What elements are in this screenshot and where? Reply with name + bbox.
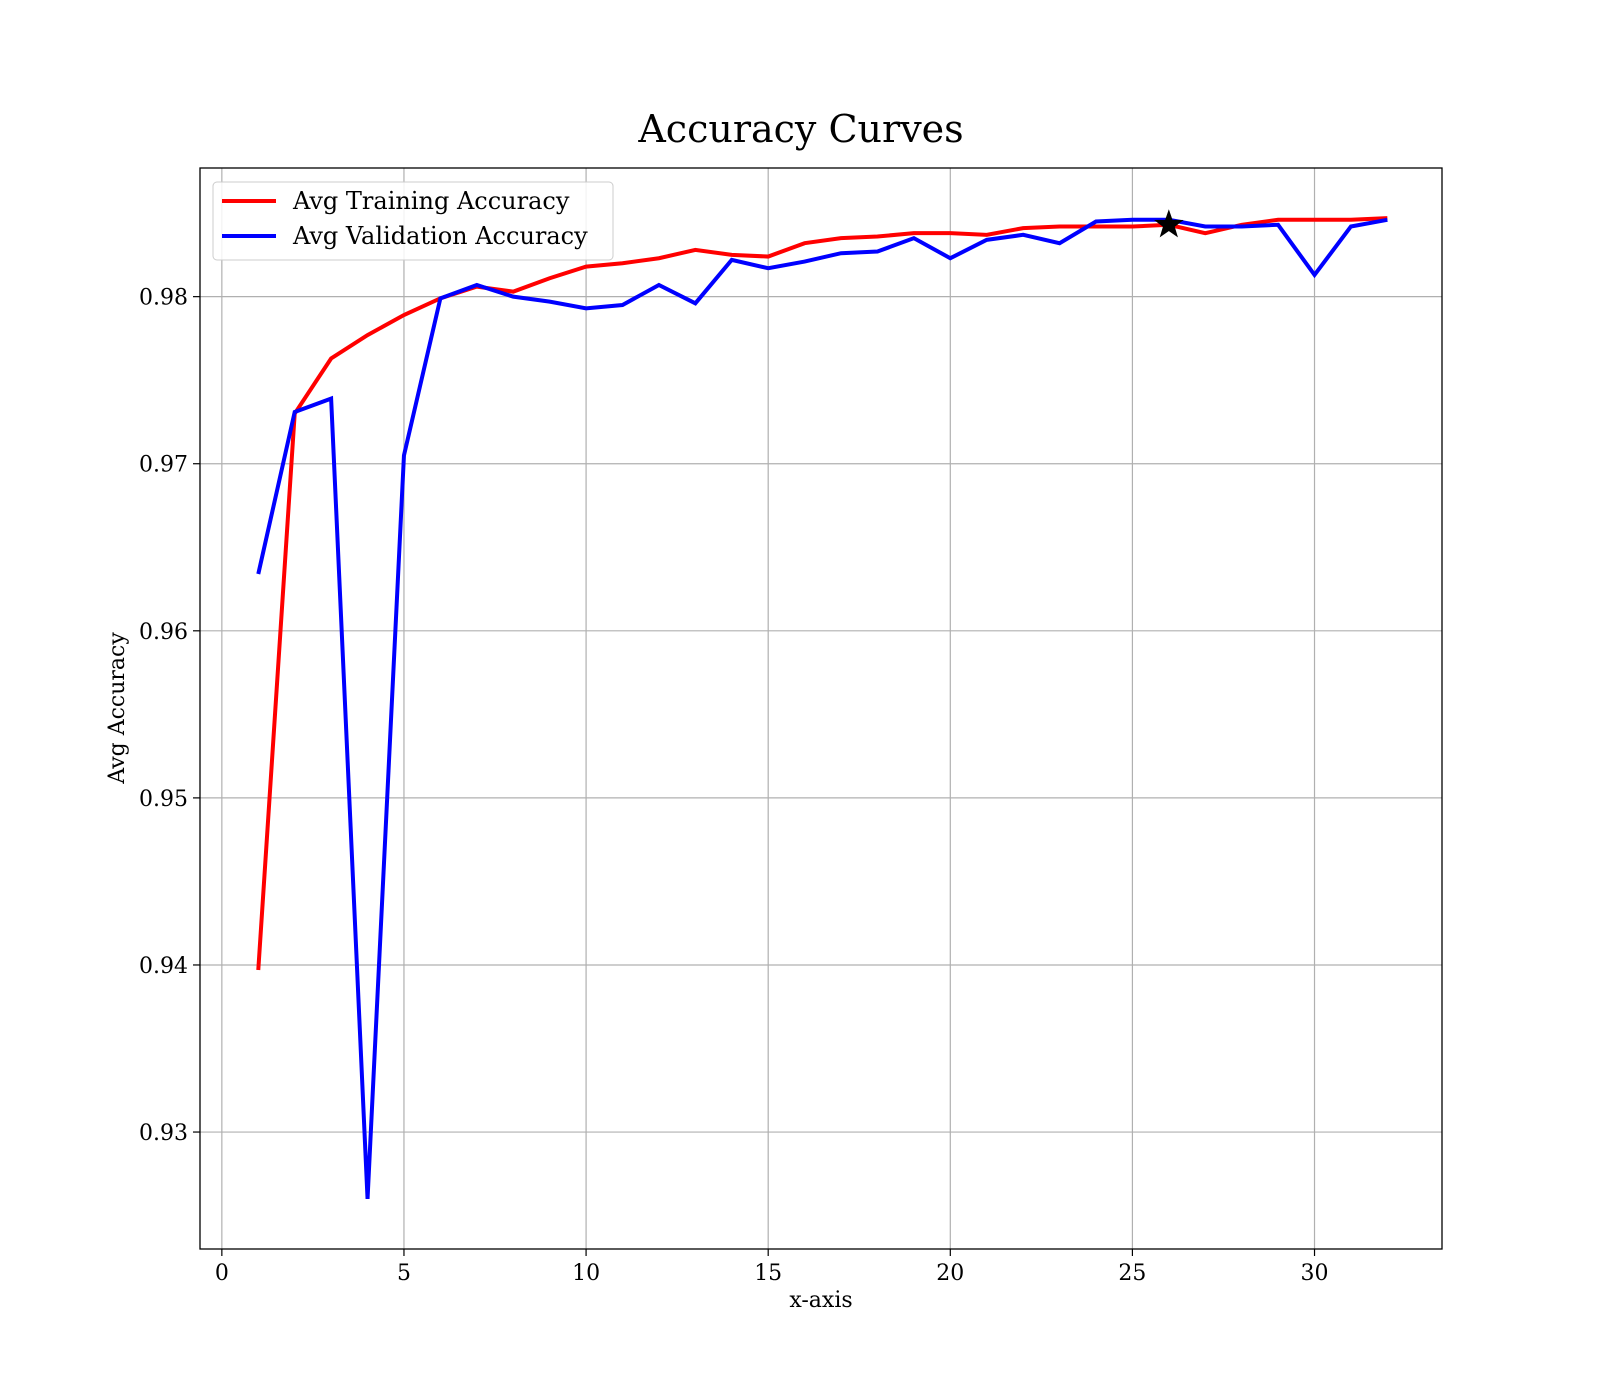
chart-title: Accuracy Curves xyxy=(637,107,963,151)
grid xyxy=(200,168,1442,1249)
legend-label-training: Avg Training Accuracy xyxy=(292,187,570,215)
y-tick-label: 0.94 xyxy=(139,954,188,979)
x-tick-label: 15 xyxy=(754,1261,782,1286)
plot-frame xyxy=(199,167,1443,1250)
x-tick-label: 5 xyxy=(397,1261,411,1286)
y-tick-label: 0.96 xyxy=(139,620,188,645)
y-tick-label: 0.95 xyxy=(139,787,188,812)
series-lines xyxy=(256,216,1388,1199)
x-tick-label: 0 xyxy=(215,1261,229,1286)
legend: Avg Training Accuracy Avg Validation Acc… xyxy=(212,181,614,261)
y-tick-label: 0.97 xyxy=(139,453,188,478)
x-tick-label: 30 xyxy=(1301,1261,1329,1286)
x-tick-label: 25 xyxy=(1118,1261,1146,1286)
legend-label-validation: Avg Validation Accuracy xyxy=(292,222,588,250)
axis-ticks: 0 5 10 15 20 25 30 0.93 0.94 0.95 0.96 0.97 0.98 xyxy=(139,286,1329,1286)
best-epoch-star-icon xyxy=(1154,209,1184,238)
annotations xyxy=(1154,209,1184,238)
y-tick-label: 0.93 xyxy=(139,1121,188,1146)
validation-accuracy-line xyxy=(256,217,1388,1199)
y-axis-label: Avg Accuracy xyxy=(105,632,130,785)
x-tick-label: 10 xyxy=(572,1261,600,1286)
y-tick-label: 0.98 xyxy=(139,286,188,311)
x-tick-label: 20 xyxy=(936,1261,964,1286)
x-axis-label: x-axis xyxy=(789,1288,852,1313)
legend-box xyxy=(212,181,614,261)
